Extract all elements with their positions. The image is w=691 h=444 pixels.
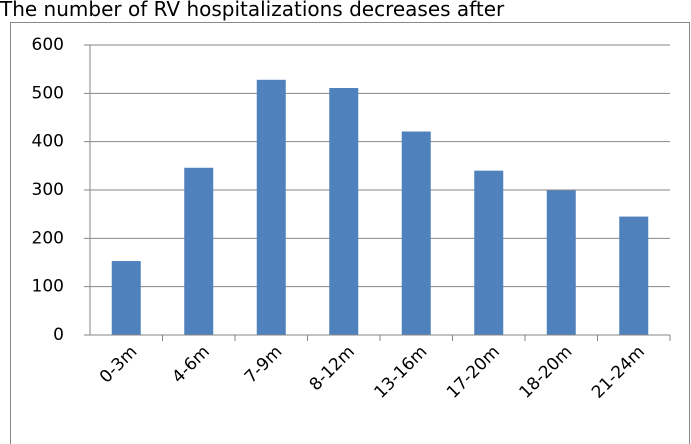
y-tick-label: 200: [32, 228, 64, 248]
y-tick-label: 100: [32, 277, 64, 297]
y-tick-label: 500: [32, 83, 64, 103]
bar: [546, 190, 576, 335]
chart-title: The number of RV hospitalizations decrea…: [0, 0, 505, 21]
bar: [256, 79, 286, 335]
bar: [619, 216, 649, 335]
y-tick-label: 300: [32, 180, 64, 200]
y-tick-label: 0: [53, 325, 64, 345]
bar: [401, 131, 431, 335]
title-backdrop: [0, 0, 691, 22]
bar: [329, 88, 359, 336]
y-tick-label: 400: [32, 132, 64, 152]
bar: [111, 261, 141, 335]
bar: [184, 167, 214, 335]
y-tick-label: 600: [32, 35, 64, 55]
bar: [474, 170, 504, 335]
